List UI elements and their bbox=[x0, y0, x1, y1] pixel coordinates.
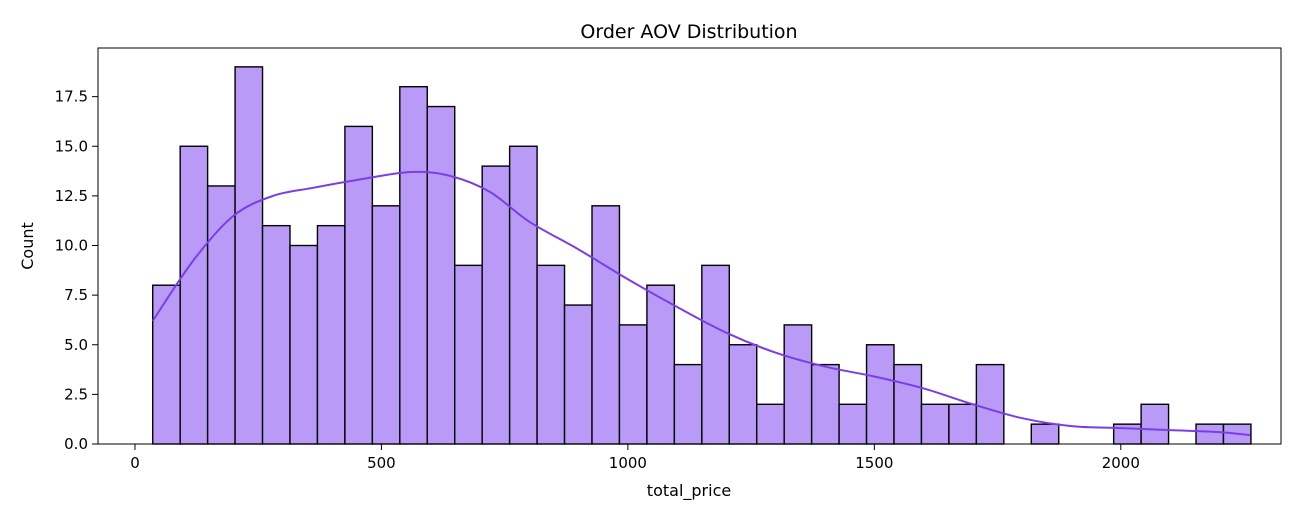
histogram-bar bbox=[783, 324, 813, 445]
histogram-bar bbox=[673, 363, 703, 445]
histogram-bar bbox=[893, 363, 923, 445]
histogram-bar bbox=[289, 244, 319, 445]
histogram-bar bbox=[399, 86, 428, 445]
histogram-bar bbox=[179, 145, 209, 445]
histogram-bar bbox=[481, 165, 511, 445]
x-tick-label: 1000 bbox=[609, 454, 647, 472]
histogram-bar bbox=[756, 403, 785, 445]
histogram-bar bbox=[316, 224, 346, 445]
y-tick-label: 12.5 bbox=[55, 187, 88, 205]
histogram-bar bbox=[206, 185, 236, 445]
y-tick-label: 2.5 bbox=[64, 385, 88, 403]
histogram-bar bbox=[810, 363, 840, 445]
histogram-bar bbox=[865, 344, 895, 445]
chart-title: Order AOV Distribution bbox=[580, 21, 797, 43]
y-axis-label: Count bbox=[18, 222, 37, 270]
histogram-bar bbox=[426, 105, 456, 445]
x-tick-label: 500 bbox=[367, 454, 396, 472]
histogram-bar bbox=[1195, 423, 1225, 445]
histogram-bar bbox=[454, 264, 483, 445]
histogram-bar bbox=[591, 205, 621, 445]
y-tick-label: 10.0 bbox=[55, 237, 88, 255]
x-tick-label: 0 bbox=[130, 454, 140, 472]
histogram-bar bbox=[234, 66, 264, 445]
y-tick-label: 7.5 bbox=[64, 286, 88, 304]
histogram-bar bbox=[344, 125, 374, 445]
histogram-bar bbox=[920, 403, 950, 445]
histogram-bar bbox=[1140, 403, 1170, 445]
x-axis: 0 500 1000 1500 2000 bbox=[130, 444, 1140, 472]
histogram-bar bbox=[618, 324, 648, 445]
histogram-bar bbox=[838, 403, 868, 445]
histogram-bar bbox=[975, 363, 1005, 445]
histogram-bar bbox=[508, 145, 538, 445]
histogram-bar bbox=[728, 344, 758, 445]
histogram-bar bbox=[563, 304, 593, 445]
x-tick-label: 1500 bbox=[855, 454, 893, 472]
y-tick-label: 15.0 bbox=[55, 137, 88, 155]
histogram-bar bbox=[536, 264, 566, 445]
histogram-bar bbox=[1030, 423, 1060, 445]
histogram-bar bbox=[948, 403, 978, 445]
histogram-bar bbox=[701, 264, 730, 445]
histogram-bar bbox=[646, 284, 676, 445]
kde-line bbox=[151, 170, 1251, 437]
y-tick-label: 0.0 bbox=[64, 435, 88, 453]
y-tick-label: 5.0 bbox=[64, 336, 88, 354]
y-tick-label: 17.5 bbox=[55, 88, 88, 106]
histogram-bar bbox=[261, 224, 291, 445]
histogram-bar bbox=[371, 205, 401, 445]
y-axis: 0.0 2.5 5.0 7.5 10.0 12.5 15.0 17.5 bbox=[55, 88, 98, 453]
x-tick-label: 2000 bbox=[1102, 454, 1140, 472]
histogram-bars bbox=[152, 66, 1252, 445]
histogram-bar bbox=[152, 284, 181, 445]
x-axis-label: total_price bbox=[647, 481, 731, 501]
